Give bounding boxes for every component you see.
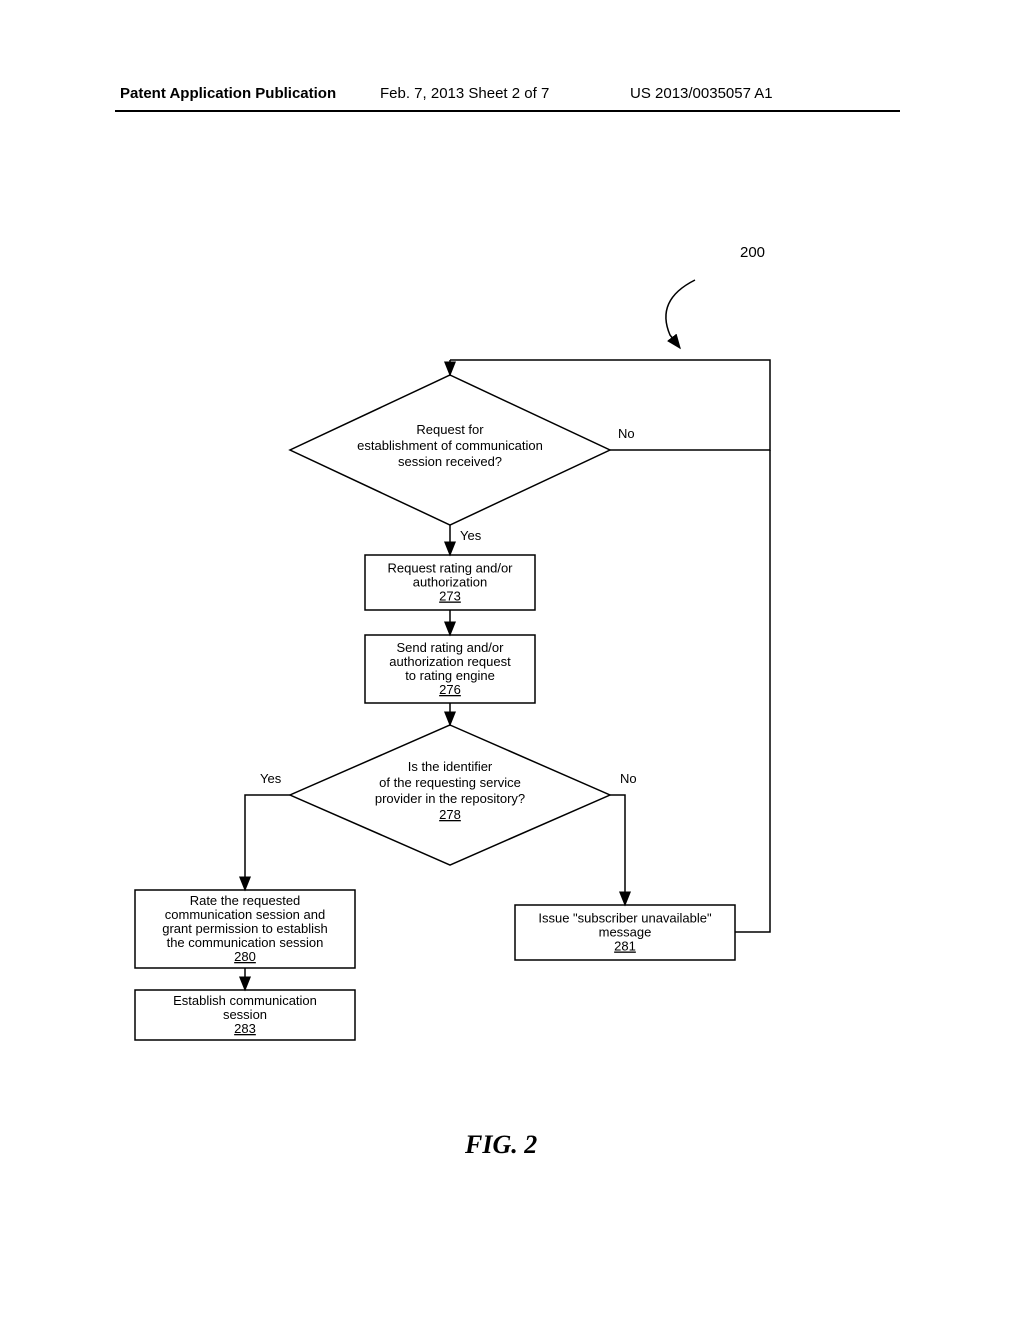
svg-text:Request for: Request for: [416, 422, 484, 437]
ref-200: 200: [740, 244, 765, 261]
edge-label-e_278_no: No: [620, 771, 637, 786]
svg-text:Issue "subscriber unavailable": Issue "subscriber unavailable": [538, 911, 712, 926]
header-date-sheet: Feb. 7, 2013 Sheet 2 of 7: [380, 85, 549, 102]
edge-label-e_d1_no: No: [618, 426, 635, 441]
svg-text:authorization request: authorization request: [389, 654, 511, 669]
svg-text:Send rating and/or: Send rating and/or: [397, 640, 505, 655]
header-rule: [115, 110, 900, 112]
edge-e_281_loop: [735, 450, 770, 932]
edge-e_278_no: [610, 795, 625, 905]
svg-text:the communication session: the communication session: [167, 935, 324, 950]
figure-label: FIG. 2: [465, 1130, 537, 1160]
edge-label-e_d1_yes: Yes: [460, 528, 482, 543]
page: Patent Application Publication Feb. 7, 2…: [0, 0, 1024, 1320]
svg-text:of the requesting service: of the requesting service: [379, 775, 521, 790]
svg-text:Rate the requested: Rate the requested: [190, 893, 301, 908]
svg-text:communication session and: communication session and: [165, 907, 325, 922]
svg-text:message: message: [599, 925, 652, 940]
edge-e_278_yes: [245, 795, 290, 890]
svg-text:session: session: [223, 1007, 267, 1022]
svg-text:grant permission to establish: grant permission to establish: [162, 921, 327, 936]
edge-label-e_278_yes: Yes: [260, 771, 282, 786]
ref-278: 278: [439, 807, 461, 822]
header-pub-number: US 2013/0035057 A1: [630, 85, 773, 102]
svg-text:Request rating and/or: Request rating and/or: [387, 561, 513, 576]
svg-text:provider in the repository?: provider in the repository?: [375, 791, 525, 806]
svg-text:establishment of communication: establishment of communication: [357, 438, 543, 453]
ref-280: 280: [234, 949, 256, 964]
svg-text:session received?: session received?: [398, 454, 502, 469]
ref-276: 276: [439, 682, 461, 697]
svg-text:to rating engine: to rating engine: [405, 668, 495, 683]
header-publication: Patent Application Publication: [120, 85, 336, 102]
svg-text:Establish communication: Establish communication: [173, 993, 317, 1008]
ref-273: 273: [439, 589, 461, 604]
svg-text:authorization: authorization: [413, 575, 487, 590]
svg-text:Is the identifier: Is the identifier: [408, 759, 493, 774]
flowchart-svg: Request forestablishment of communicatio…: [0, 160, 1024, 1160]
ref-283: 283: [234, 1021, 256, 1036]
ref-200-leader: [666, 280, 695, 348]
ref-281: 281: [614, 939, 636, 954]
